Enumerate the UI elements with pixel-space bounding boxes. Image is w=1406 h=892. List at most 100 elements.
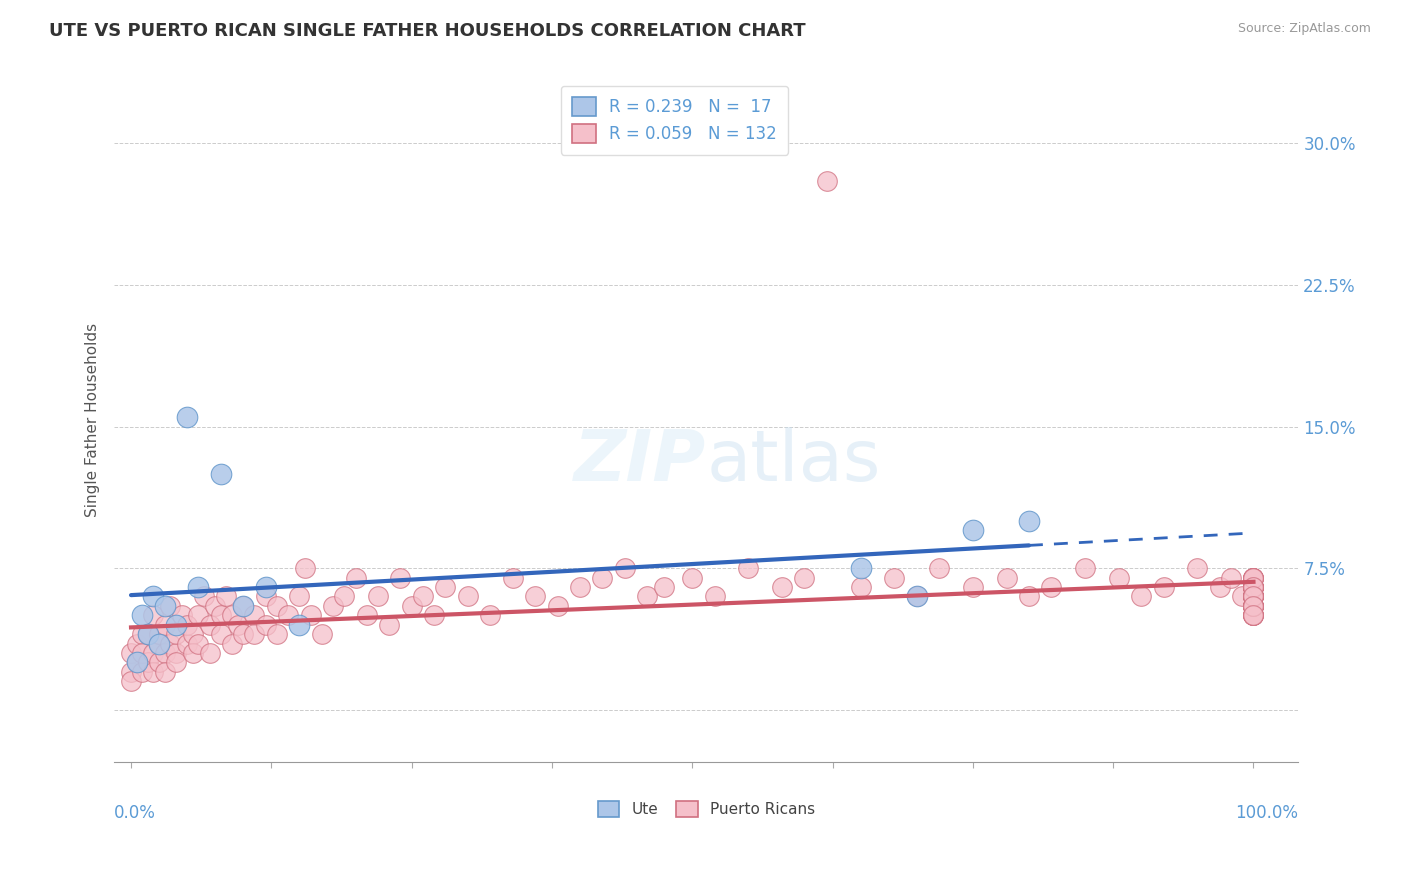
Point xyxy=(131,646,153,660)
Point xyxy=(1243,570,1265,584)
Text: Source: ZipAtlas.com: Source: ZipAtlas.com xyxy=(1237,22,1371,36)
Point xyxy=(1243,590,1265,604)
Point xyxy=(176,636,198,650)
Point xyxy=(356,608,378,623)
Point xyxy=(412,590,434,604)
Point xyxy=(1209,580,1232,594)
Point xyxy=(636,590,658,604)
Point xyxy=(294,561,316,575)
Point xyxy=(1018,590,1040,604)
Point xyxy=(232,599,254,613)
Point xyxy=(136,627,159,641)
Point xyxy=(793,570,815,584)
Point xyxy=(136,627,159,641)
Point xyxy=(928,561,950,575)
Point xyxy=(148,636,170,650)
Point xyxy=(378,617,401,632)
Point xyxy=(1243,580,1265,594)
Point xyxy=(1130,590,1153,604)
Point xyxy=(187,580,209,594)
Point xyxy=(181,646,204,660)
Point xyxy=(1243,580,1265,594)
Point xyxy=(547,599,569,613)
Point xyxy=(187,636,209,650)
Point xyxy=(1243,590,1265,604)
Point xyxy=(181,627,204,641)
Point xyxy=(254,580,277,594)
Point xyxy=(479,608,502,623)
Point xyxy=(1153,580,1175,594)
Point xyxy=(254,617,277,632)
Point xyxy=(299,608,322,623)
Point xyxy=(1243,590,1265,604)
Point xyxy=(277,608,299,623)
Point xyxy=(125,636,148,650)
Point xyxy=(1243,590,1265,604)
Point xyxy=(198,646,221,660)
Point xyxy=(344,570,367,584)
Point xyxy=(142,590,165,604)
Point xyxy=(995,570,1018,584)
Point xyxy=(1243,599,1265,613)
Text: 0.0%: 0.0% xyxy=(114,804,156,822)
Point xyxy=(125,656,148,670)
Point xyxy=(159,636,181,650)
Point xyxy=(849,580,872,594)
Point xyxy=(389,570,412,584)
Point xyxy=(165,646,187,660)
Point xyxy=(1243,608,1265,623)
Point xyxy=(770,580,793,594)
Point xyxy=(367,590,389,604)
Point xyxy=(457,590,479,604)
Point xyxy=(153,599,176,613)
Point xyxy=(153,665,176,679)
Point xyxy=(815,174,838,188)
Point xyxy=(1108,570,1130,584)
Point xyxy=(1018,514,1040,528)
Y-axis label: Single Father Households: Single Father Households xyxy=(86,323,100,517)
Point xyxy=(1243,608,1265,623)
Point xyxy=(703,590,725,604)
Point xyxy=(221,636,243,650)
Point xyxy=(165,656,187,670)
Point xyxy=(232,599,254,613)
Point xyxy=(1243,599,1265,613)
Point xyxy=(1243,590,1265,604)
Point xyxy=(232,627,254,641)
Point xyxy=(1243,580,1265,594)
Point xyxy=(125,656,148,670)
Point xyxy=(243,608,266,623)
Point xyxy=(1243,599,1265,613)
Point xyxy=(1243,580,1265,594)
Point xyxy=(322,599,344,613)
Point xyxy=(159,599,181,613)
Point xyxy=(153,646,176,660)
Text: 100.0%: 100.0% xyxy=(1236,804,1298,822)
Point xyxy=(120,674,142,689)
Point xyxy=(1243,580,1265,594)
Point xyxy=(849,561,872,575)
Point xyxy=(1040,580,1063,594)
Point xyxy=(187,608,209,623)
Text: UTE VS PUERTO RICAN SINGLE FATHER HOUSEHOLDS CORRELATION CHART: UTE VS PUERTO RICAN SINGLE FATHER HOUSEH… xyxy=(49,22,806,40)
Point xyxy=(226,617,249,632)
Point xyxy=(1243,599,1265,613)
Point xyxy=(193,590,215,604)
Point xyxy=(204,599,226,613)
Point xyxy=(905,590,928,604)
Point xyxy=(165,627,187,641)
Point xyxy=(1243,570,1265,584)
Text: ZIP: ZIP xyxy=(574,426,706,496)
Point xyxy=(883,570,905,584)
Point xyxy=(148,627,170,641)
Point xyxy=(131,665,153,679)
Point xyxy=(1243,570,1265,584)
Legend: Ute, Puerto Ricans: Ute, Puerto Ricans xyxy=(592,795,821,823)
Point xyxy=(221,608,243,623)
Point xyxy=(1243,599,1265,613)
Point xyxy=(243,627,266,641)
Point xyxy=(215,590,238,604)
Point xyxy=(1243,599,1265,613)
Point xyxy=(1243,580,1265,594)
Point xyxy=(1243,608,1265,623)
